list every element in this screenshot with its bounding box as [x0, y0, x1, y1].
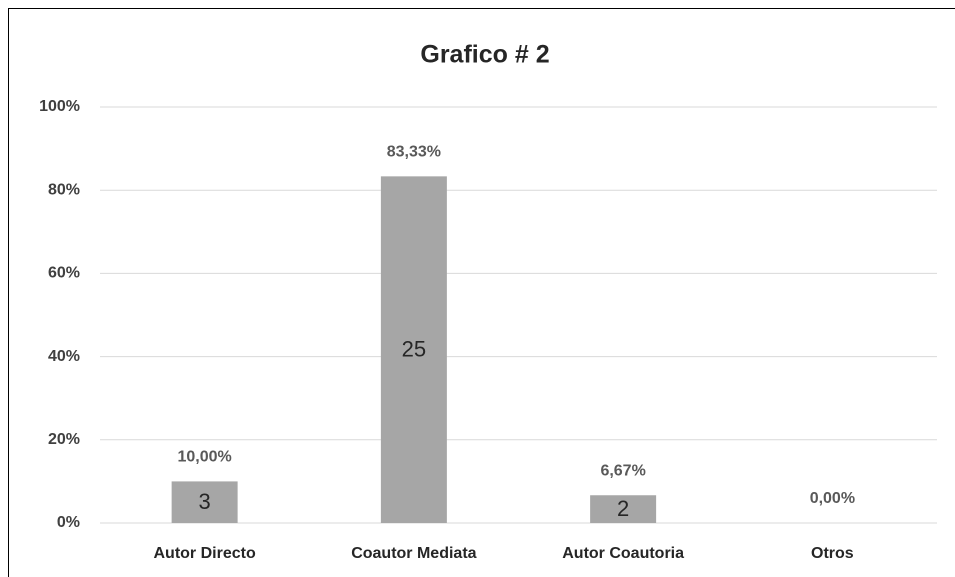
y-tick-label: 60% [48, 265, 80, 282]
x-tick-label: Coautor Mediata [351, 545, 476, 562]
x-tick-label: Otros [811, 545, 854, 562]
value-label: 83,33% [387, 144, 441, 161]
value-label: 6,67% [600, 462, 645, 479]
count-label: 2 [617, 496, 629, 521]
y-tick-label: 80% [48, 181, 80, 198]
x-tick-label: Autor Coautoria [562, 545, 684, 562]
count-label: 3 [199, 489, 211, 514]
count-label: 25 [402, 336, 426, 361]
bar [380, 176, 447, 523]
y-tick-label: 40% [48, 348, 80, 365]
x-tick-label: Autor Directo [154, 545, 256, 562]
y-tick-label: 20% [48, 431, 80, 448]
chart-title: Grafico # 2 [420, 41, 549, 69]
chart-frame [8, 8, 955, 577]
value-label: 0,00% [810, 490, 855, 507]
y-tick-label: 0% [57, 514, 80, 531]
y-tick-label: 100% [39, 98, 80, 115]
bar [171, 481, 238, 523]
bar [590, 495, 657, 523]
value-label: 10,00% [177, 449, 231, 466]
